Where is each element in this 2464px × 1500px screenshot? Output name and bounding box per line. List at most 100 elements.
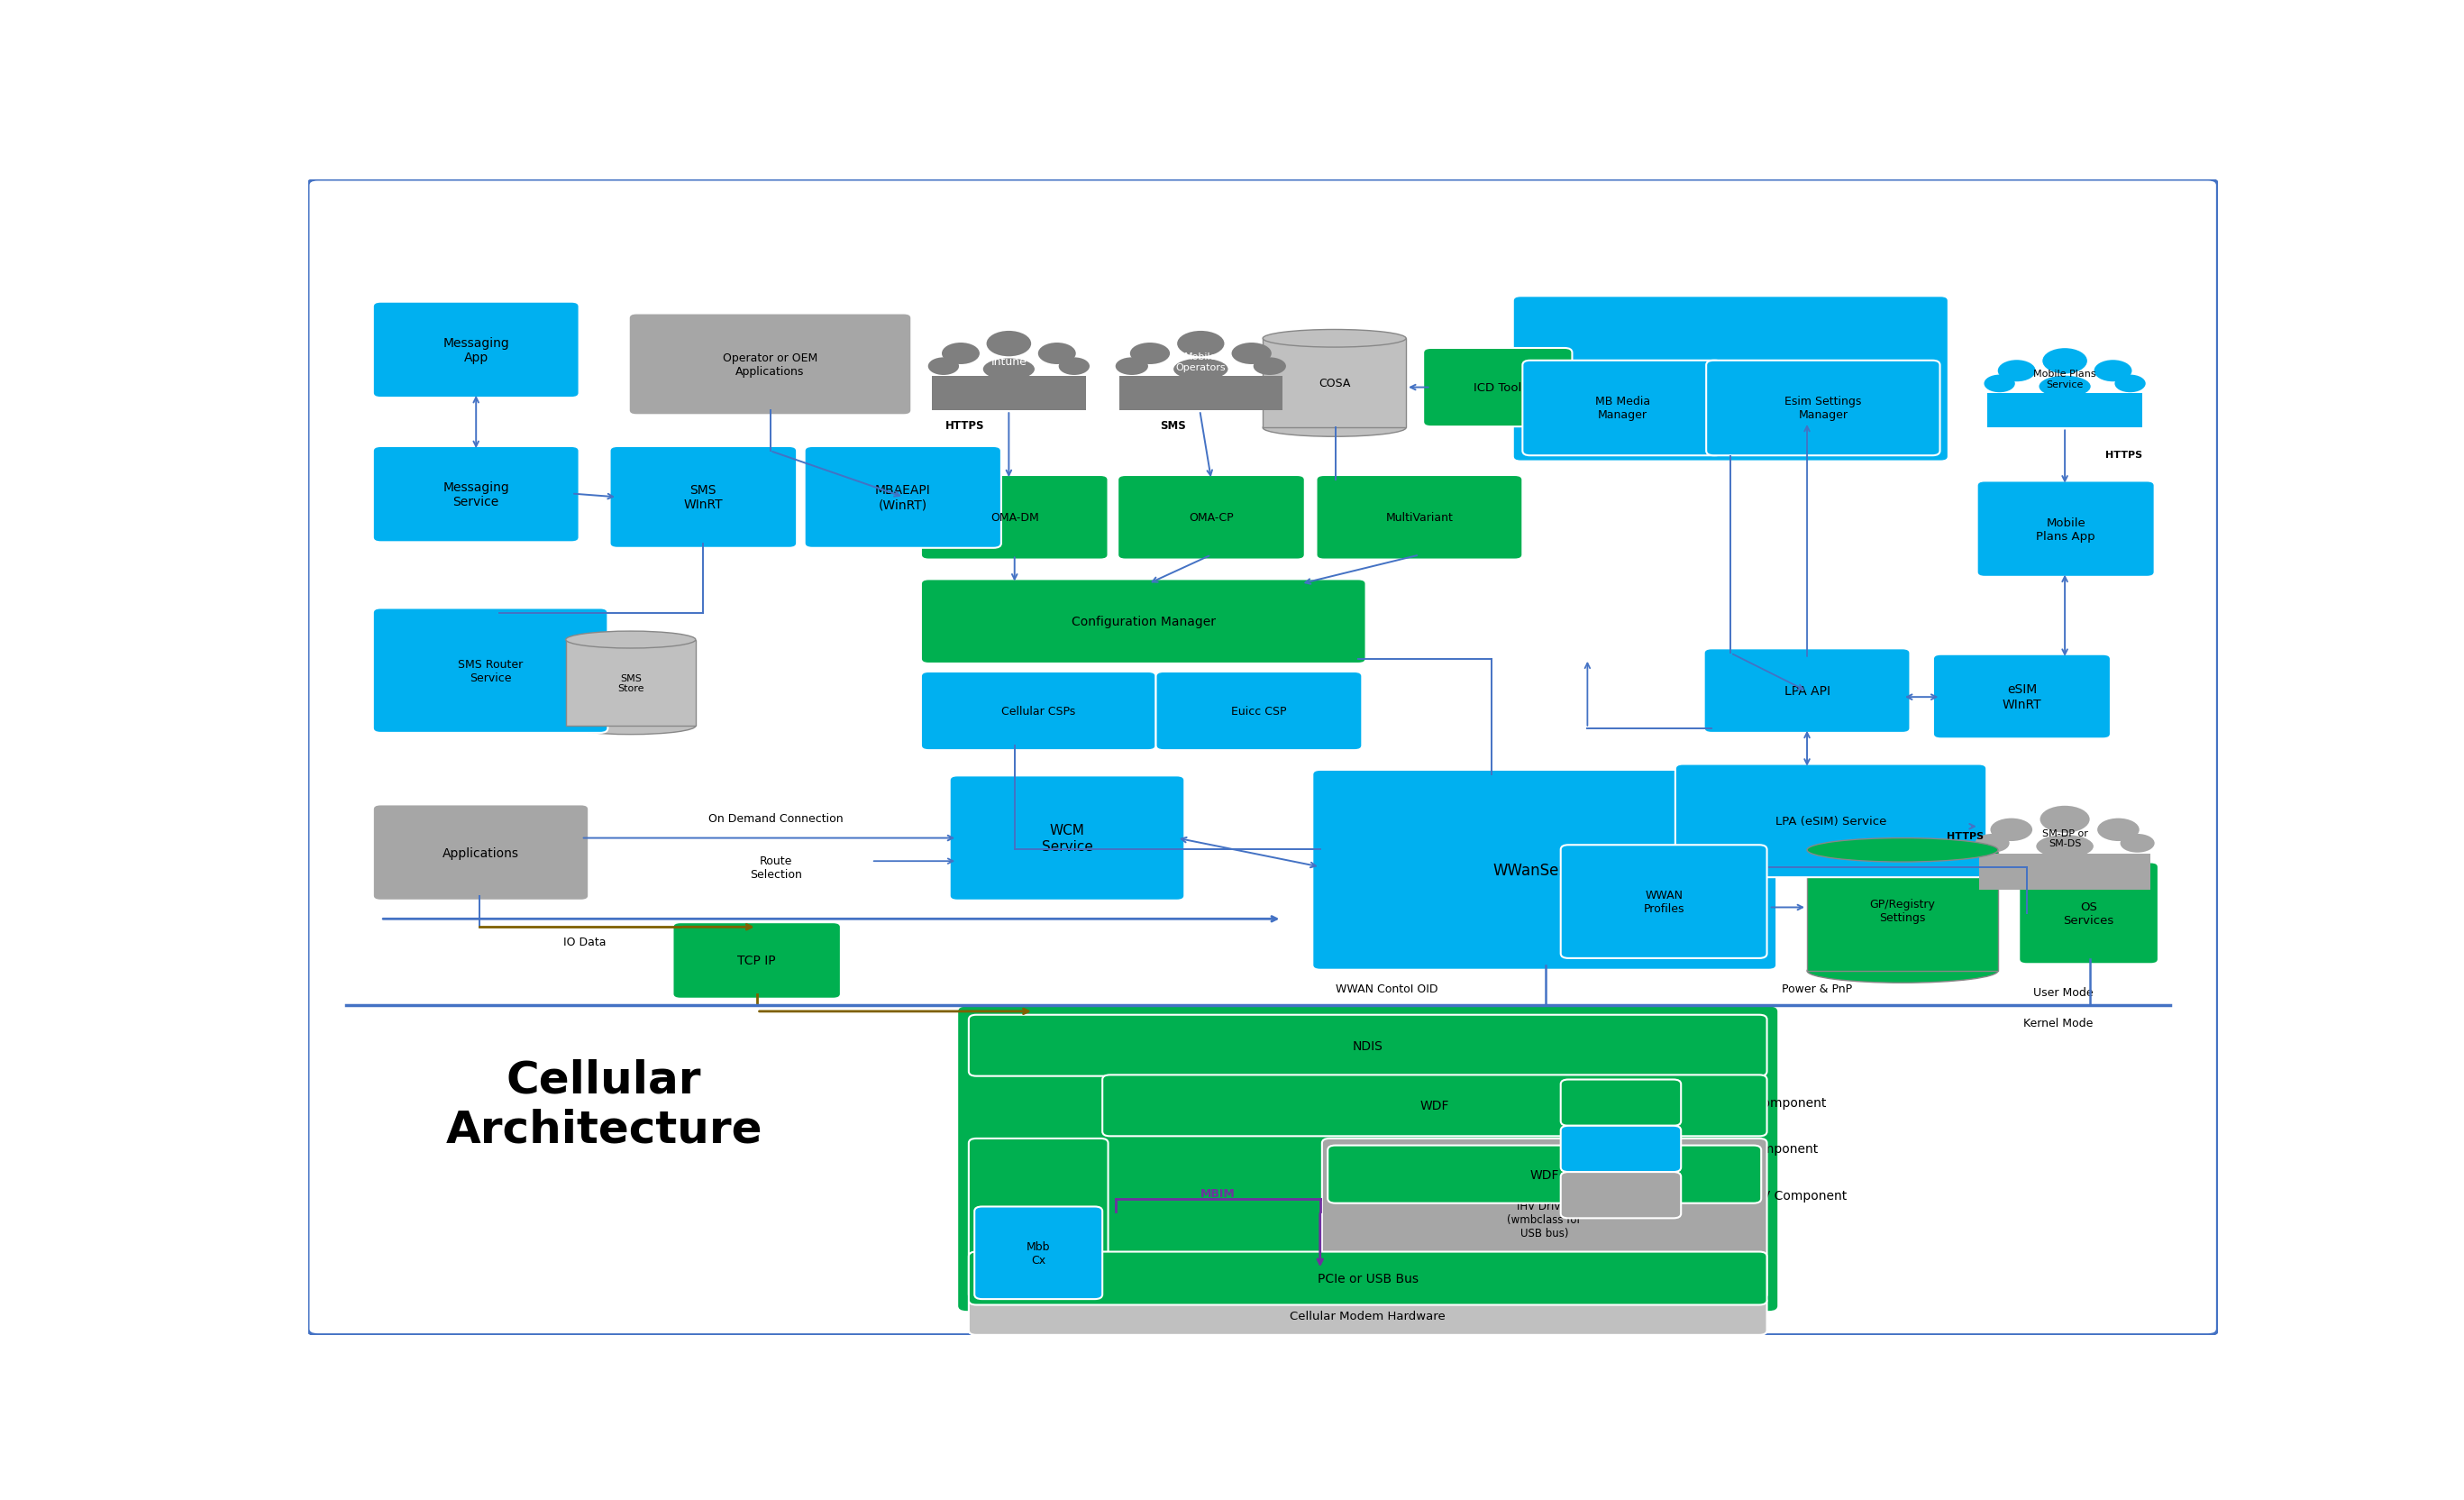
- Text: Esim Settings
Manager: Esim Settings Manager: [1784, 396, 1860, 422]
- Text: OMA-DM: OMA-DM: [991, 512, 1040, 524]
- Text: Operator or OEM
Applications: Operator or OEM Applications: [722, 352, 818, 378]
- FancyBboxPatch shape: [968, 1139, 1109, 1299]
- Text: HTTPS: HTTPS: [946, 420, 986, 432]
- Ellipse shape: [1232, 344, 1271, 365]
- FancyBboxPatch shape: [1424, 348, 1572, 427]
- Text: Cellular CSPs: Cellular CSPs: [1000, 705, 1074, 717]
- Text: MultiVariant: MultiVariant: [1385, 512, 1454, 524]
- Text: SMS: SMS: [1161, 420, 1185, 432]
- Ellipse shape: [567, 718, 695, 735]
- FancyBboxPatch shape: [1119, 376, 1281, 411]
- FancyBboxPatch shape: [1705, 362, 1939, 456]
- Ellipse shape: [1998, 360, 2035, 383]
- Text: GP/Registry
Settings: GP/Registry Settings: [1870, 898, 1934, 924]
- Ellipse shape: [1984, 375, 2016, 393]
- Text: HTTPS: HTTPS: [1947, 831, 1984, 840]
- FancyBboxPatch shape: [931, 376, 1087, 411]
- FancyBboxPatch shape: [2018, 862, 2158, 964]
- Text: PCIe or USB Bus: PCIe or USB Bus: [1318, 1272, 1419, 1284]
- Text: IO Data: IO Data: [564, 936, 606, 948]
- FancyBboxPatch shape: [922, 476, 1109, 560]
- Text: On Demand Connection: On Demand Connection: [710, 813, 843, 825]
- Ellipse shape: [1262, 420, 1407, 436]
- Ellipse shape: [1976, 834, 2011, 853]
- FancyBboxPatch shape: [1560, 846, 1767, 959]
- Text: Mbb
Cx: Mbb Cx: [1027, 1240, 1050, 1266]
- Text: SMS Router
Service: SMS Router Service: [458, 658, 522, 684]
- Text: Microsoft Component: Microsoft Component: [1693, 1096, 1826, 1108]
- FancyBboxPatch shape: [1934, 654, 2112, 740]
- FancyBboxPatch shape: [1262, 339, 1407, 429]
- Ellipse shape: [567, 632, 695, 648]
- FancyBboxPatch shape: [968, 1016, 1767, 1077]
- Text: Euicc CSP: Euicc CSP: [1232, 705, 1286, 717]
- Text: WWanService: WWanService: [1493, 862, 1597, 878]
- FancyBboxPatch shape: [973, 1206, 1101, 1299]
- FancyBboxPatch shape: [1979, 853, 2151, 891]
- FancyBboxPatch shape: [1156, 672, 1363, 750]
- Text: NDIS: NDIS: [1353, 1039, 1382, 1052]
- Text: LPA API: LPA API: [1784, 686, 1831, 698]
- Ellipse shape: [2035, 836, 2094, 858]
- Ellipse shape: [1254, 358, 1286, 375]
- FancyBboxPatch shape: [1560, 1172, 1680, 1218]
- Text: WDF: WDF: [1530, 1168, 1560, 1181]
- Text: ICD Tool: ICD Tool: [1473, 382, 1523, 394]
- Text: Mobile
Plans App: Mobile Plans App: [2035, 518, 2094, 542]
- Text: OMA-CP: OMA-CP: [1188, 512, 1234, 524]
- Ellipse shape: [941, 344, 981, 365]
- Text: MBIM: MBIM: [1200, 1188, 1234, 1200]
- Text: OS
Services: OS Services: [2062, 902, 2114, 926]
- Text: IHV Driver
(wmbclass for
USB bus): IHV Driver (wmbclass for USB bus): [1508, 1200, 1582, 1239]
- FancyBboxPatch shape: [1316, 476, 1523, 560]
- FancyBboxPatch shape: [372, 609, 609, 734]
- Text: Mobile Plans
Service: Mobile Plans Service: [2033, 369, 2097, 388]
- Text: WCM
Service: WCM Service: [1042, 824, 1092, 853]
- Ellipse shape: [2097, 819, 2139, 842]
- Text: Kernel Mode: Kernel Mode: [2023, 1017, 2094, 1029]
- Ellipse shape: [983, 358, 1035, 381]
- FancyBboxPatch shape: [1976, 482, 2154, 578]
- FancyBboxPatch shape: [567, 640, 695, 726]
- Text: eSIM
WInRT: eSIM WInRT: [2003, 684, 2043, 711]
- Text: TCP IP: TCP IP: [737, 954, 776, 968]
- FancyBboxPatch shape: [1328, 1146, 1762, 1203]
- Ellipse shape: [2040, 376, 2089, 398]
- Ellipse shape: [1806, 959, 1998, 983]
- FancyBboxPatch shape: [922, 672, 1156, 750]
- FancyBboxPatch shape: [803, 447, 1000, 549]
- FancyBboxPatch shape: [1705, 650, 1910, 733]
- Ellipse shape: [929, 358, 958, 375]
- FancyBboxPatch shape: [956, 1007, 1779, 1312]
- FancyBboxPatch shape: [949, 776, 1185, 900]
- Ellipse shape: [1991, 819, 2033, 842]
- FancyBboxPatch shape: [1101, 1076, 1767, 1137]
- Text: MB Media
Manager: MB Media Manager: [1594, 396, 1651, 422]
- FancyBboxPatch shape: [1806, 850, 1998, 971]
- Text: SM-DP or
SM-DS: SM-DP or SM-DS: [2043, 828, 2087, 847]
- Text: Messaging
Service: Messaging Service: [444, 482, 510, 508]
- Text: SMS
Store: SMS Store: [618, 674, 643, 693]
- Text: Route
Selection: Route Selection: [749, 855, 801, 880]
- FancyBboxPatch shape: [372, 447, 579, 543]
- Text: MBAEAPI
(WinRT): MBAEAPI (WinRT): [875, 484, 931, 512]
- Text: Intune: Intune: [991, 356, 1027, 368]
- FancyBboxPatch shape: [1119, 476, 1306, 560]
- Text: Cellular UX (Settings, PNIDUI,
FlyOut): Cellular UX (Settings, PNIDUI, FlyOut): [1648, 366, 1814, 392]
- Ellipse shape: [2040, 806, 2089, 833]
- Ellipse shape: [1262, 330, 1407, 348]
- Ellipse shape: [1116, 358, 1148, 375]
- Ellipse shape: [2114, 375, 2146, 393]
- Text: Messaging
App: Messaging App: [444, 338, 510, 365]
- Text: Power & PnP: Power & PnP: [1781, 983, 1853, 994]
- Ellipse shape: [986, 332, 1030, 357]
- Text: LPA (eSIM) Service: LPA (eSIM) Service: [1774, 814, 1887, 826]
- Text: Legend:: Legend:: [1570, 1062, 1631, 1076]
- Text: WWAN ContoI OID: WWAN ContoI OID: [1335, 983, 1439, 994]
- Text: HTTPS: HTTPS: [2107, 450, 2144, 459]
- FancyBboxPatch shape: [1313, 770, 1777, 971]
- FancyBboxPatch shape: [1513, 297, 1949, 462]
- Text: Cellular
Architecture: Cellular Architecture: [446, 1058, 761, 1150]
- Text: NetCx: NetCx: [1020, 1214, 1055, 1226]
- FancyBboxPatch shape: [1988, 394, 2141, 429]
